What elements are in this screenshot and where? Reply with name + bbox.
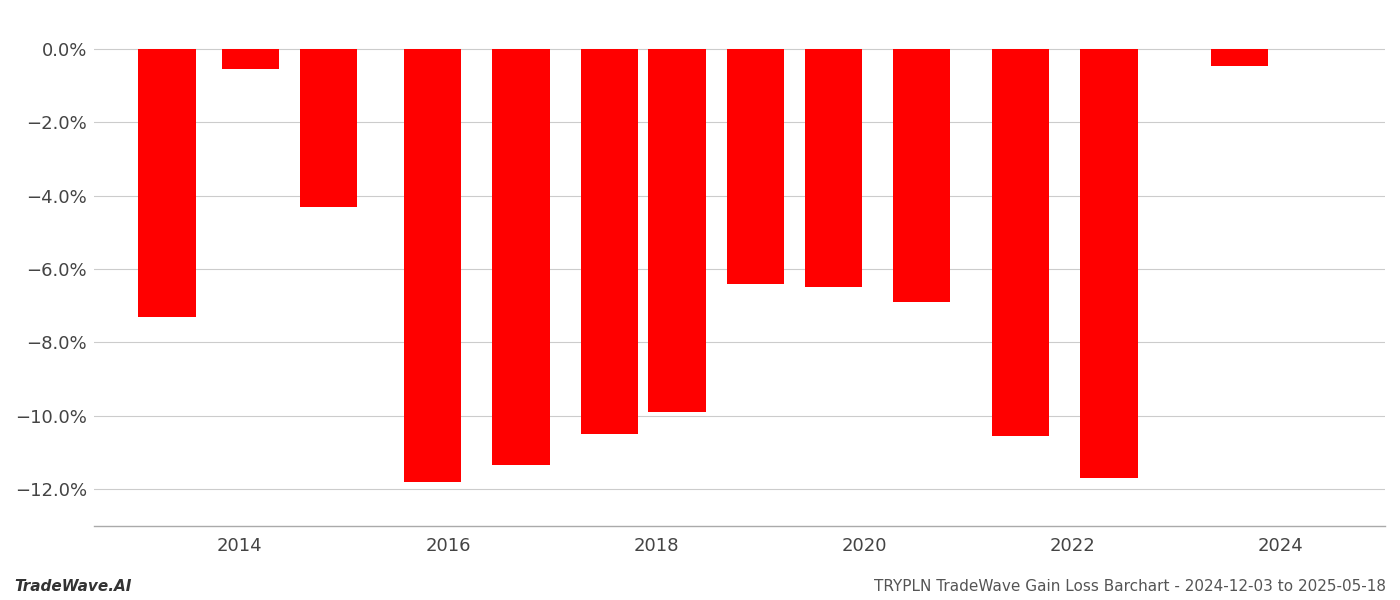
- Bar: [493, 49, 550, 466]
- Bar: [648, 49, 706, 412]
- Bar: [1211, 49, 1268, 65]
- Bar: [139, 49, 196, 317]
- Bar: [1081, 49, 1138, 478]
- Bar: [221, 49, 279, 69]
- Bar: [727, 49, 784, 284]
- Bar: [993, 49, 1049, 436]
- Bar: [805, 49, 862, 287]
- Text: TRYPLN TradeWave Gain Loss Barchart - 2024-12-03 to 2025-05-18: TRYPLN TradeWave Gain Loss Barchart - 20…: [874, 579, 1386, 594]
- Bar: [581, 49, 638, 434]
- Bar: [893, 49, 951, 302]
- Bar: [300, 49, 357, 207]
- Bar: [403, 49, 461, 482]
- Text: TradeWave.AI: TradeWave.AI: [14, 579, 132, 594]
